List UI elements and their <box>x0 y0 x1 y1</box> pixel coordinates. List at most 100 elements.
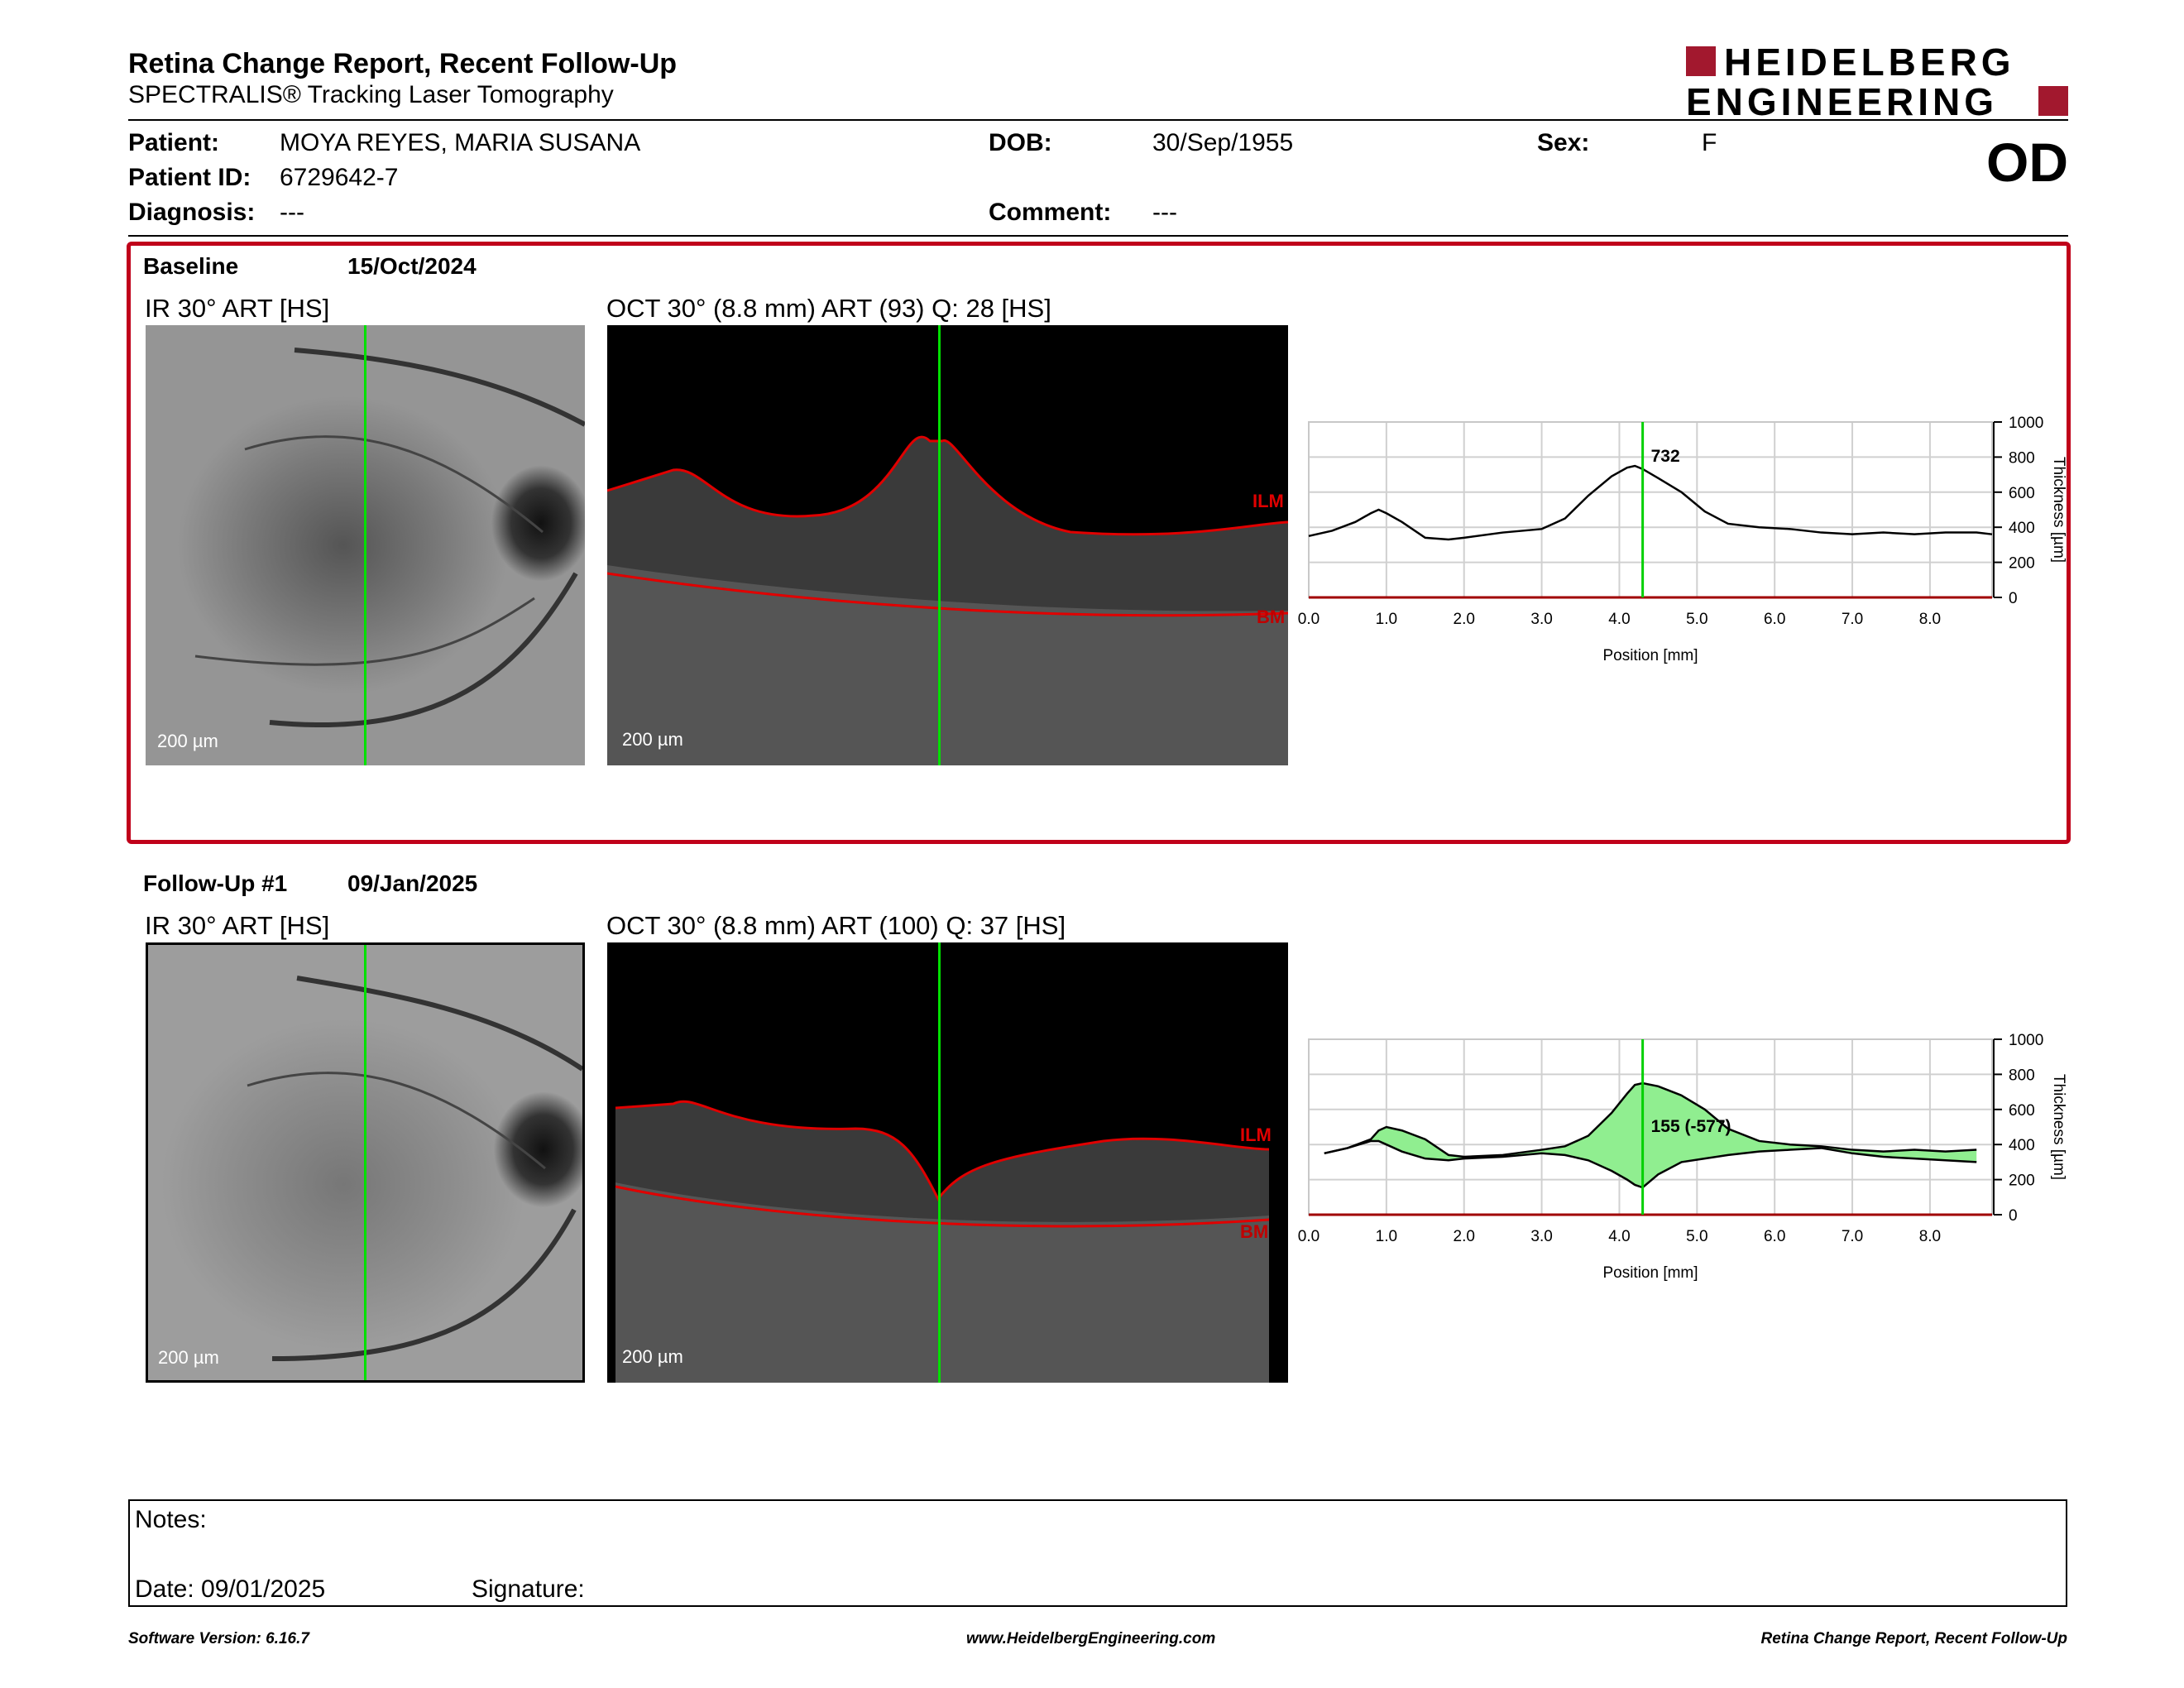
x-tick-label: 2.0 <box>1454 611 1475 628</box>
y-axis-label: Thickness [µm] <box>2050 1074 2067 1180</box>
heidelberg-logo: HEIDELBERG ENGINEERING <box>1686 41 2068 123</box>
bm-label: BM <box>1257 607 1285 627</box>
patient-id: 6729642-7 <box>280 164 399 191</box>
baseline-thickness-chart: 0 200 400 600 800 1000 0.0 1.0 2.0 3.0 4.0 5.0 6.0 7.… <box>1298 415 2067 664</box>
notes-date: Date: 09/01/2025 <box>135 1575 326 1603</box>
x-tick-label: 8.0 <box>1919 1228 1941 1245</box>
x-tick-label: 7.0 <box>1842 611 1863 628</box>
difference-area <box>1324 1083 1977 1188</box>
patient-rule <box>128 235 2068 237</box>
x-tick-label: 3.0 <box>1530 1228 1552 1245</box>
x-tick-label: 2.0 <box>1454 1228 1475 1245</box>
ilm-label: ILM <box>1240 1125 1272 1145</box>
series-line <box>1308 464 1993 541</box>
y-tick-label: 0 <box>2009 590 2018 607</box>
series-line <box>1324 1081 1977 1158</box>
y-axis-label: Thickness [µm] <box>2050 457 2067 563</box>
sex-value: F <box>1702 129 1717 156</box>
notes-box[interactable] <box>128 1499 2067 1607</box>
oct-bscan: ILM BM <box>615 1100 1272 1383</box>
scan-line <box>364 325 366 765</box>
y-tick-label: 1000 <box>2009 1032 2043 1049</box>
logo-square-icon <box>1686 46 1716 76</box>
x-tick-label: 0.0 <box>1298 1228 1320 1245</box>
patient-label: Patient: <box>128 129 220 156</box>
report-subtitle: SPECTRALIS® Tracking Laser Tomography <box>128 81 614 108</box>
x-tick-label: 1.0 <box>1376 1228 1397 1245</box>
x-tick-label: 5.0 <box>1686 1228 1707 1245</box>
software-version: Software Version: 6.16.7 <box>128 1630 309 1647</box>
ilm-label: ILM <box>1252 491 1284 511</box>
followup-ir-image[interactable]: 200 µm <box>146 942 585 1383</box>
sex-label: Sex: <box>1537 129 1590 156</box>
y-tick-label: 600 <box>2009 485 2035 502</box>
y-tick-label: 600 <box>2009 1102 2035 1120</box>
followup-oct-image[interactable]: ILM BM 200 µm <box>607 942 1288 1383</box>
dob-value: 30/Sep/1955 <box>1152 129 1294 156</box>
y-tick-label: 200 <box>2009 555 2035 573</box>
x-tick-label: 4.0 <box>1608 611 1630 628</box>
scan-line <box>364 945 366 1380</box>
x-tick-label: 6.0 <box>1764 611 1785 628</box>
followup-oct-caption: OCT 30° (8.8 mm) ART (100) Q: 37 [HS] <box>606 911 1066 940</box>
cursor-annotation: 732 <box>1651 447 1680 466</box>
fundus-vessels <box>194 348 585 728</box>
y-tick-label: 1000 <box>2009 415 2043 432</box>
scale-bar: 200 µm <box>622 729 683 750</box>
x-tick-label: 8.0 <box>1919 611 1941 628</box>
report-title: Retina Change Report, Recent Follow-Up <box>128 48 678 79</box>
dob-label: DOB: <box>989 129 1052 156</box>
diagnosis-value: --- <box>280 199 304 226</box>
diagnosis-label: Diagnosis: <box>128 199 256 226</box>
x-tick-label: 7.0 <box>1842 1228 1863 1245</box>
comment-label: Comment: <box>989 199 1112 226</box>
comment-value: --- <box>1152 199 1177 226</box>
x-tick-label: 0.0 <box>1298 611 1320 628</box>
scale-bar: 200 µm <box>622 1346 683 1367</box>
followup-label: Follow-Up #1 <box>143 870 288 896</box>
baseline-oct-image[interactable]: ILM BM 200 µm <box>607 325 1288 765</box>
x-tick-label: 5.0 <box>1686 611 1707 628</box>
y-tick-label: 200 <box>2009 1172 2035 1190</box>
fundus-vessels <box>247 976 582 1361</box>
y-tick-label: 0 <box>2009 1207 2018 1225</box>
followup-date: 09/Jan/2025 <box>347 870 478 896</box>
footer-report-name: Retina Change Report, Recent Follow-Up <box>1760 1630 2067 1647</box>
followup-thickness-chart: 0 200 400 600 800 1000 0.0 1.0 2.0 3.0 4.0 5.0 6.0 7.… <box>1298 1032 2067 1282</box>
x-tick-label: 6.0 <box>1764 1228 1785 1245</box>
x-axis-label: Position [mm] <box>1602 647 1698 664</box>
y-tick-label: 400 <box>2009 1137 2035 1154</box>
patient-id-label: Patient ID: <box>128 164 251 191</box>
logo-word-1: HEIDELBERG <box>1724 41 2015 84</box>
eye-indicator: OD <box>1986 132 2068 193</box>
y-tick-label: 800 <box>2009 1067 2035 1084</box>
baseline-date: 15/Oct/2024 <box>347 253 477 279</box>
followup-ir-caption: IR 30° ART [HS] <box>145 911 330 940</box>
x-tick-label: 4.0 <box>1608 1228 1630 1245</box>
baseline-frame <box>127 242 2071 844</box>
x-tick-label: 1.0 <box>1376 611 1397 628</box>
baseline-label: Baseline <box>143 253 239 279</box>
bm-label: BM <box>1240 1221 1268 1242</box>
patient-name: MOYA REYES, MARIA SUSANA <box>280 129 641 156</box>
y-tick-label: 800 <box>2009 449 2035 467</box>
notes-label: Notes: <box>135 1506 207 1533</box>
scale-bar: 200 µm <box>158 1347 219 1368</box>
baseline-ir-image[interactable]: 200 µm <box>146 325 585 765</box>
website-link[interactable]: www.HeidelbergEngineering.com <box>966 1630 1216 1647</box>
cursor-line <box>938 325 941 765</box>
scale-bar: 200 µm <box>157 731 218 751</box>
signature-label: Signature: <box>472 1575 585 1603</box>
y-tick-label: 400 <box>2009 520 2035 537</box>
baseline-oct-caption: OCT 30° (8.8 mm) ART (93) Q: 28 [HS] <box>606 294 1051 323</box>
x-tick-label: 3.0 <box>1530 611 1552 628</box>
oct-bscan: ILM BM <box>607 435 1288 765</box>
x-axis-label: Position [mm] <box>1602 1264 1698 1282</box>
baseline-ir-caption: IR 30° ART [HS] <box>145 294 330 323</box>
cursor-annotation: 155 (-577) <box>1651 1117 1731 1136</box>
cursor-line <box>938 942 941 1383</box>
logo-square-icon <box>2038 86 2068 116</box>
logo-word-2: ENGINEERING <box>1686 80 1999 123</box>
series-line <box>1324 1139 1977 1189</box>
header-rule <box>128 119 2068 121</box>
